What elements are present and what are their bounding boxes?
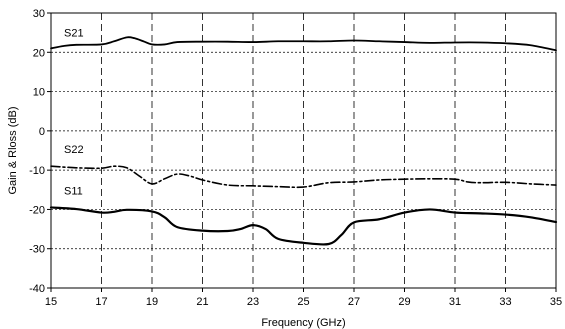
x-tick-label: 35 (550, 296, 562, 308)
y-tick-label: 20 (33, 47, 45, 59)
y-tick-label: 10 (33, 87, 45, 99)
series-line-s11 (49, 206, 558, 246)
series-labels: S21 S22 S11 (64, 27, 84, 197)
y-tick-label: -30 (29, 244, 45, 256)
x-tick-label: 19 (146, 296, 158, 308)
x-tick-label: 23 (247, 296, 259, 308)
x-tick-label: 17 (95, 296, 107, 308)
grid (51, 13, 556, 288)
series-lines (49, 36, 558, 246)
x-axis-title: Frequency (GHz) (261, 317, 345, 329)
x-tick-label: 27 (348, 296, 360, 308)
x-tick-label: 25 (297, 296, 309, 308)
series-label-s22: S22 (64, 144, 84, 156)
x-tick-label: 15 (45, 296, 57, 308)
y-tick-label: -40 (29, 283, 45, 295)
y-tick-label: 0 (39, 126, 45, 138)
x-tick-label: 31 (449, 296, 461, 308)
y-tick-label: 30 (33, 8, 45, 20)
x-tick-label: 21 (196, 296, 208, 308)
series-label-s21: S21 (64, 27, 84, 39)
y-axis-title: Gain & Rloss (dB) (7, 106, 19, 194)
series-line-s22 (50, 165, 557, 189)
y-tick-label: -10 (29, 165, 45, 177)
x-tick-label: 29 (398, 296, 410, 308)
tick-labels: 15 17 19 21 23 25 27 29 31 33 35 30 20 10 0 -10 -20 -30 -4… (29, 8, 562, 308)
series-label-s11: S11 (64, 185, 83, 197)
y-tick-label: -20 (29, 204, 45, 216)
x-tick-label: 33 (499, 296, 511, 308)
series-line-s21 (50, 36, 557, 52)
